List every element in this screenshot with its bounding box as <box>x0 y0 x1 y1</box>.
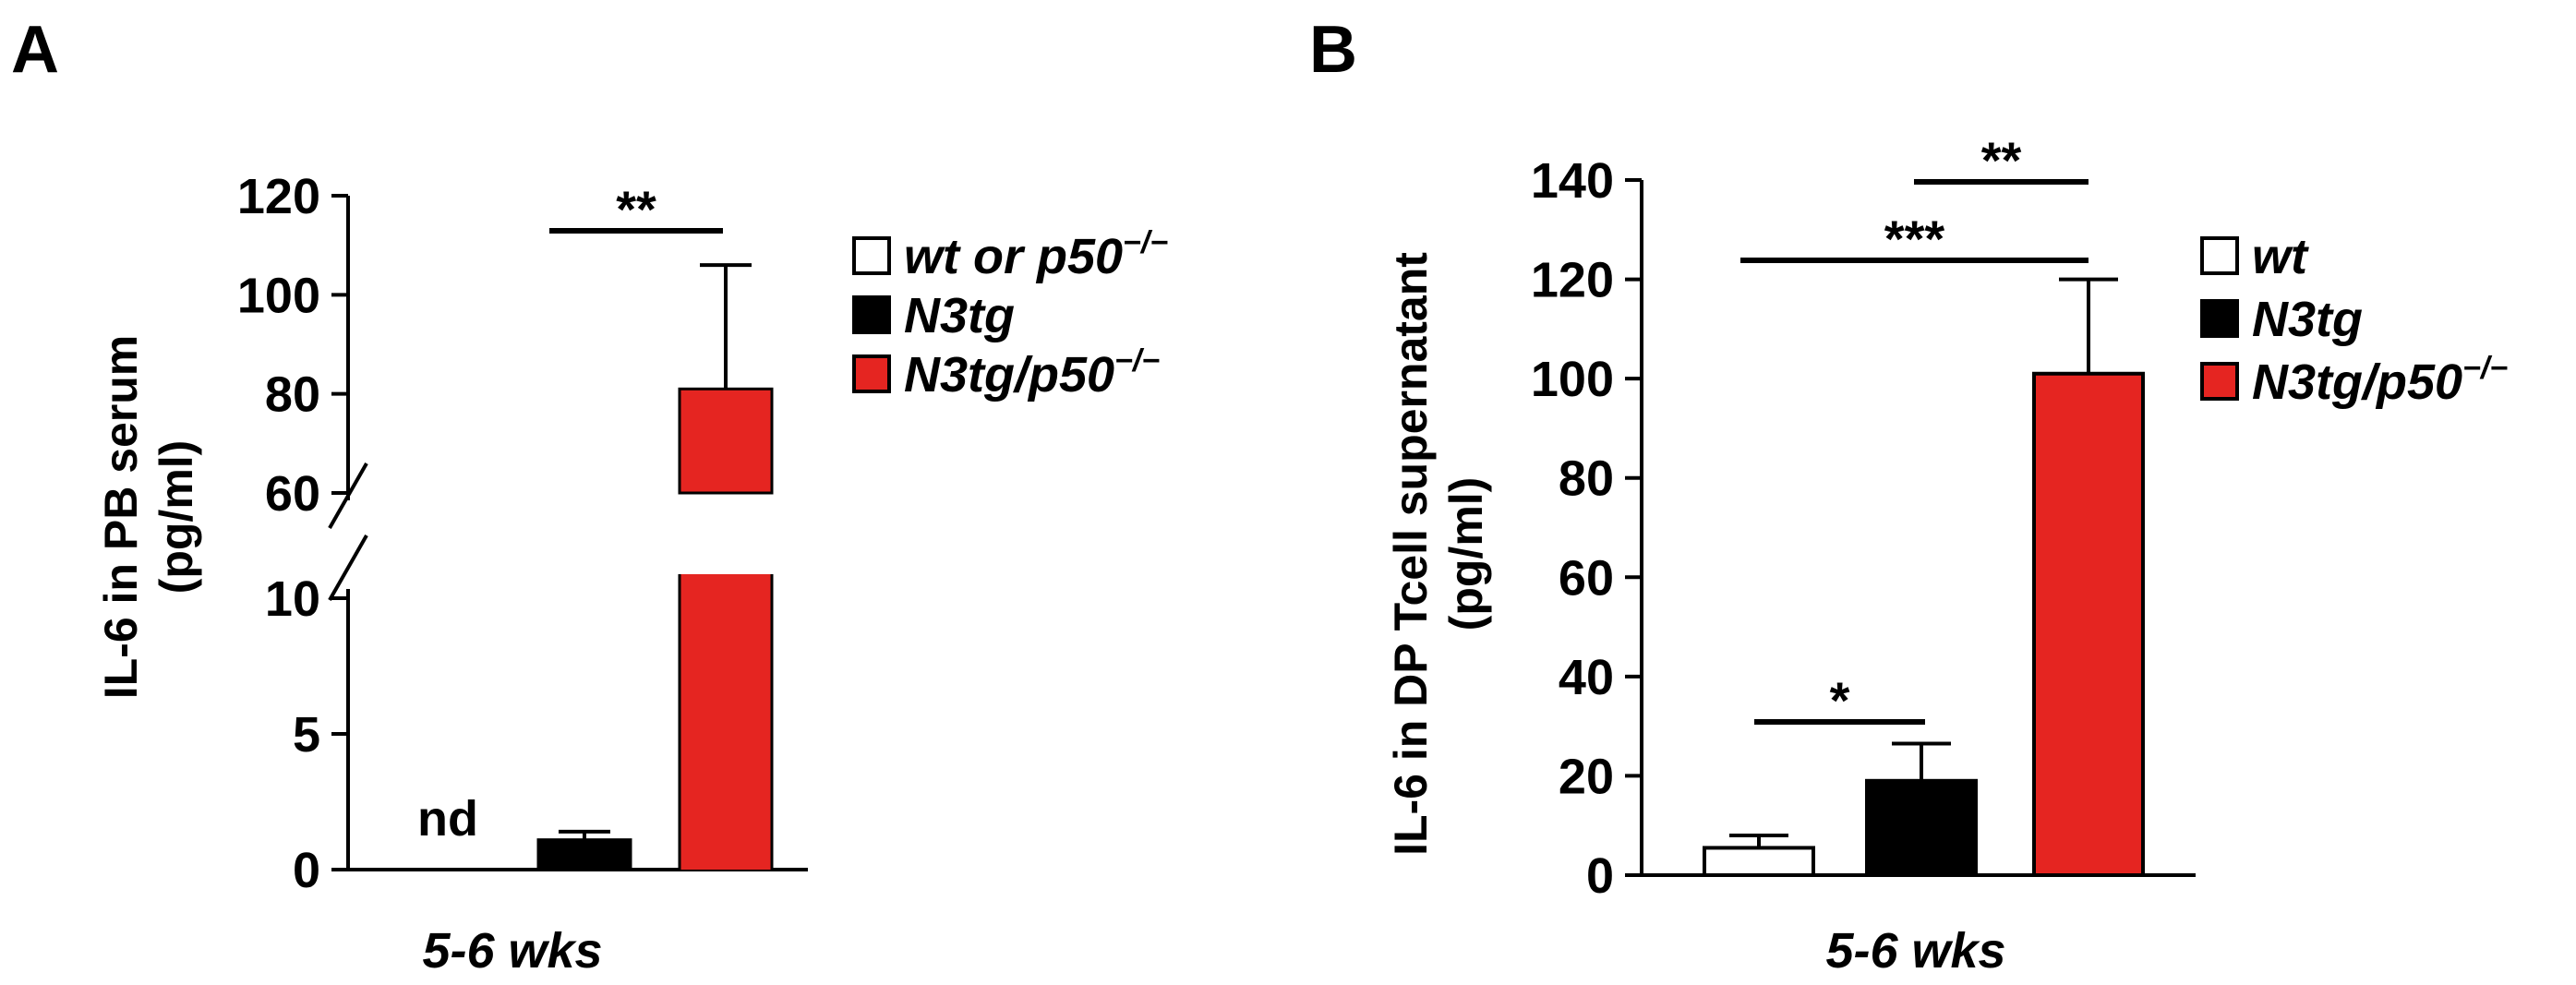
y-tick-label-b-3: 60 <box>1559 550 1614 606</box>
error-bars-a <box>559 263 752 840</box>
legend-a-label-2: N3tg/p50−/− <box>904 343 1160 402</box>
ylabel-b: IL-6 in DP Tcell supernatant (pg/ml) <box>1385 252 1492 856</box>
y-ticks-a: 0 5 10 60 80 100 120 <box>237 169 348 898</box>
legend-a-label-1: N3tg <box>904 288 1015 343</box>
axis-break-a-lower <box>328 535 368 601</box>
panel-a: A IL-6 in PB serum (pg/ml) 0 5 10 60 80 100 12… <box>11 13 1168 979</box>
y-ticks-b: 0 20 40 60 80 100 120 140 <box>1531 153 1642 904</box>
bar-a-1 <box>536 838 632 871</box>
y-tick-label-b-0: 0 <box>1586 848 1614 904</box>
significance-a: ** <box>549 180 723 238</box>
sig-b-n3tg-vs-n3tgp50-stars: ** <box>1981 131 2022 189</box>
bars-a <box>536 387 774 871</box>
error-bars-b <box>1729 277 2118 848</box>
bar-b-2 <box>2032 371 2145 877</box>
bar-b-1 <box>1865 778 1978 877</box>
panel-letter-b: B <box>1309 13 1357 87</box>
y-tick-label-a-6: 120 <box>237 169 320 224</box>
legend-b-label-2: N3tg/p50−/− <box>2252 351 2508 410</box>
y-tick-label-a-5: 100 <box>237 268 320 323</box>
panel-b: B IL-6 in DP Tcell supernatant (pg/ml) 0… <box>1309 13 2508 979</box>
y-tick-label-b-4: 80 <box>1559 451 1614 507</box>
y-tick-label-a-1: 5 <box>293 707 320 763</box>
sig-a-n3tg-vs-n3tgp50-stars: ** <box>616 180 656 238</box>
legend-b-swatch-1 <box>2200 299 2239 338</box>
axis-break-a-upper <box>328 462 368 529</box>
xlabel-a: 5-6 wks <box>422 923 602 979</box>
y-tick-label-b-1: 20 <box>1559 749 1614 804</box>
y-tick-label-b-5: 100 <box>1531 352 1614 407</box>
y-tick-label-b-2: 40 <box>1559 650 1614 705</box>
y-tick-label-a-3: 60 <box>265 466 320 522</box>
legend-a-label-0: wt or p50−/− <box>904 225 1168 284</box>
bars-b <box>1703 371 2145 877</box>
legend-b-swatch-2 <box>2200 362 2239 401</box>
legend-b-swatch-0 <box>2200 236 2239 275</box>
significance-b: ****** <box>1740 131 2088 729</box>
legend-a-swatch-0 <box>852 236 891 275</box>
legend-b-label-1: N3tg <box>2252 292 2363 347</box>
xlabel-b: 5-6 wks <box>1825 923 2005 979</box>
y-tick-label-b-7: 140 <box>1531 153 1614 209</box>
panel-letter-a: A <box>11 13 59 87</box>
ylabel-a: IL-6 in PB serum (pg/ml) <box>95 335 202 700</box>
bar-a-2-upper <box>678 387 774 495</box>
sig-b-wt-vs-n3tg-stars: * <box>1830 671 1850 729</box>
y-tick-label-b-6: 120 <box>1531 253 1614 308</box>
ylabel-b-line1: IL-6 in DP Tcell supernatant <box>1385 252 1437 856</box>
sig-b-wt-vs-n3tgp50-stars: *** <box>1884 210 1945 268</box>
bar-b-0 <box>1703 846 1815 877</box>
y-tick-label-a-0: 0 <box>293 843 320 898</box>
legend-b-label-0: wt <box>2252 229 2309 284</box>
ylabel-b-line2: (pg/ml) <box>1440 477 1492 631</box>
ylabel-a-line1: IL-6 in PB serum <box>95 335 147 700</box>
legend-a-swatch-2 <box>852 354 891 393</box>
ylabel-a-line2: (pg/ml) <box>150 440 202 595</box>
bar-a-2-lower <box>680 574 772 870</box>
y-tick-label-a-4: 80 <box>265 367 320 423</box>
y-tick-label-a-2: 10 <box>265 571 320 627</box>
nd-label: nd <box>417 791 478 847</box>
legend-a-swatch-1 <box>852 295 891 334</box>
